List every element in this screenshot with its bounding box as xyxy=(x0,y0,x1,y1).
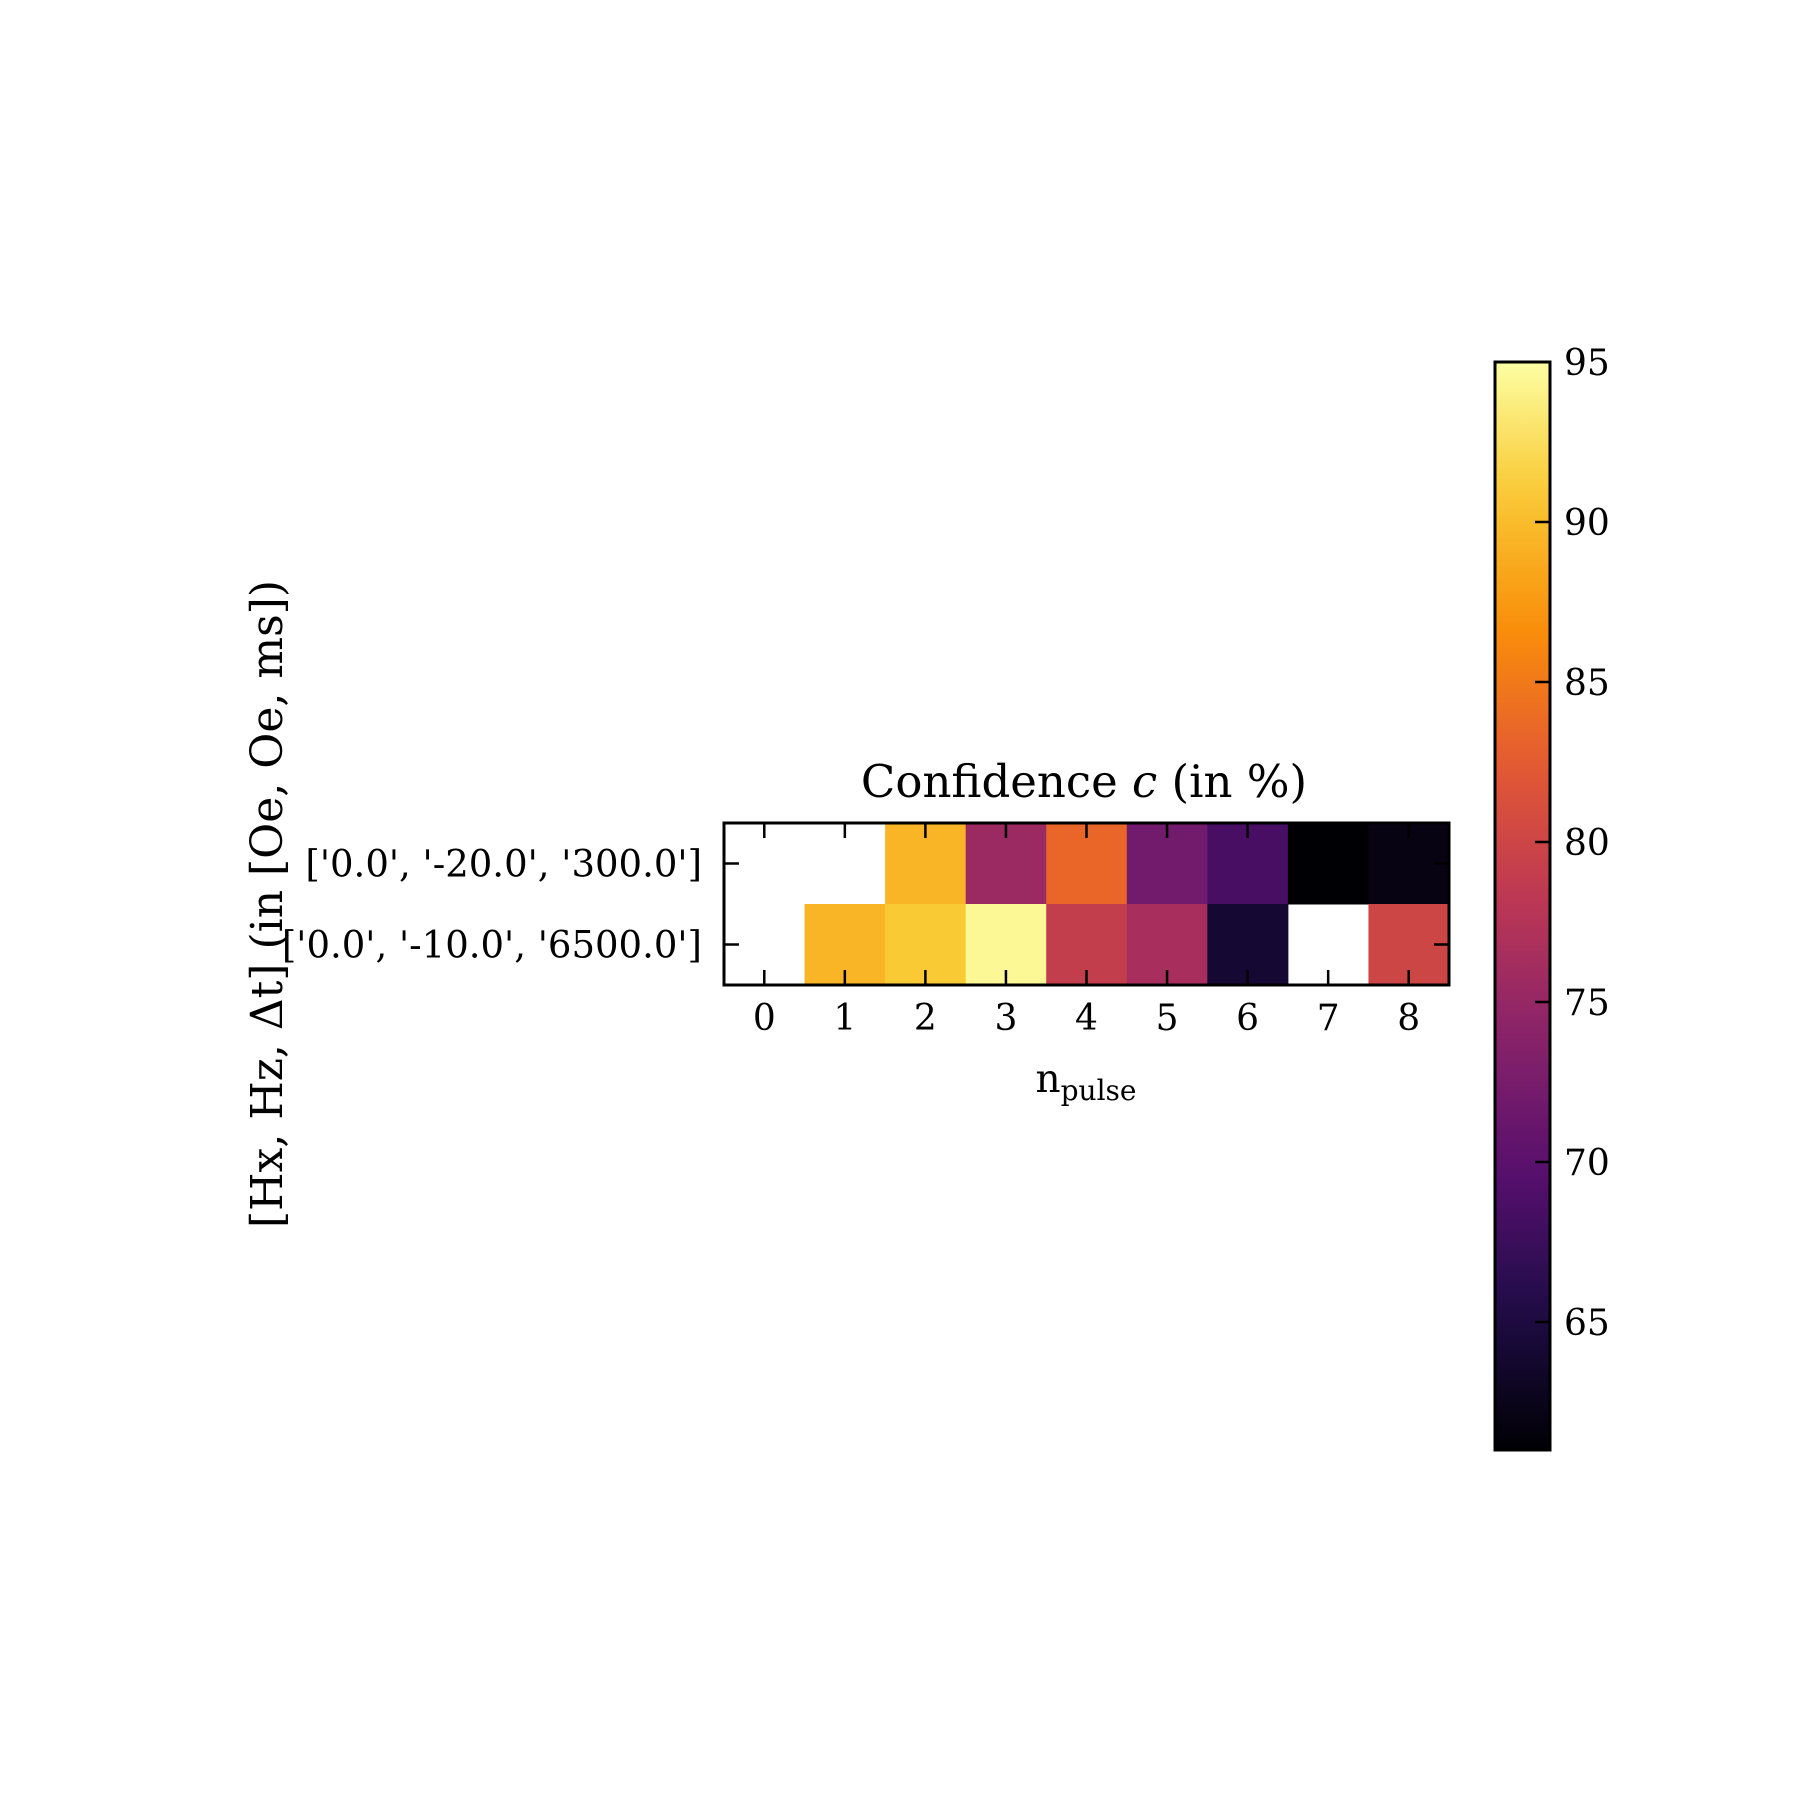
x-tick-label: 4 xyxy=(1075,998,1098,1039)
x-tick-label: 7 xyxy=(1317,998,1340,1039)
y-tick-label: ['0.0', '-20.0', '300.0'] xyxy=(305,843,702,886)
colorbar-tick-label: 85 xyxy=(1564,663,1610,704)
x-tick-label: 1 xyxy=(833,998,856,1039)
chart-title: Confidence c (in %) xyxy=(861,755,1307,808)
colorbar-tick-label: 65 xyxy=(1564,1303,1610,1344)
x-tick-label: 2 xyxy=(914,998,937,1039)
colorbar-tick-label: 80 xyxy=(1564,823,1610,864)
heatmap-cells xyxy=(804,823,1450,986)
x-tick-label: 0 xyxy=(753,998,776,1039)
x-tick-labels: 0 1 2 3 4 5 6 7 8 xyxy=(753,998,1420,1039)
x-axis-label: npulse xyxy=(1036,1057,1137,1107)
colorbar-tick-label: 70 xyxy=(1564,1143,1610,1184)
y-tick-label: ['0.0', '-10.0', '6500.0'] xyxy=(282,924,702,967)
axis-ticks xyxy=(724,823,1449,985)
colorbar-tick-label: 75 xyxy=(1564,983,1610,1024)
x-tick-label: 5 xyxy=(1156,998,1179,1039)
x-tick-label: 3 xyxy=(994,998,1017,1039)
colorbar-ticks: 65 70 75 80 85 90 95 xyxy=(1535,343,1610,1344)
colorbar-tick-label: 95 xyxy=(1564,343,1610,384)
y-tick-labels: ['0.0', '-20.0', '300.0'] ['0.0', '-10.0'… xyxy=(282,843,702,967)
y-axis-label: [Hx, Hz, Δt] (in [Oe, Oe, ms]) xyxy=(242,580,293,1228)
x-tick-label: 8 xyxy=(1397,998,1420,1039)
colorbar xyxy=(1493,360,1552,1452)
colorbar-tick-label: 90 xyxy=(1564,503,1610,544)
x-tick-label: 6 xyxy=(1236,998,1259,1039)
